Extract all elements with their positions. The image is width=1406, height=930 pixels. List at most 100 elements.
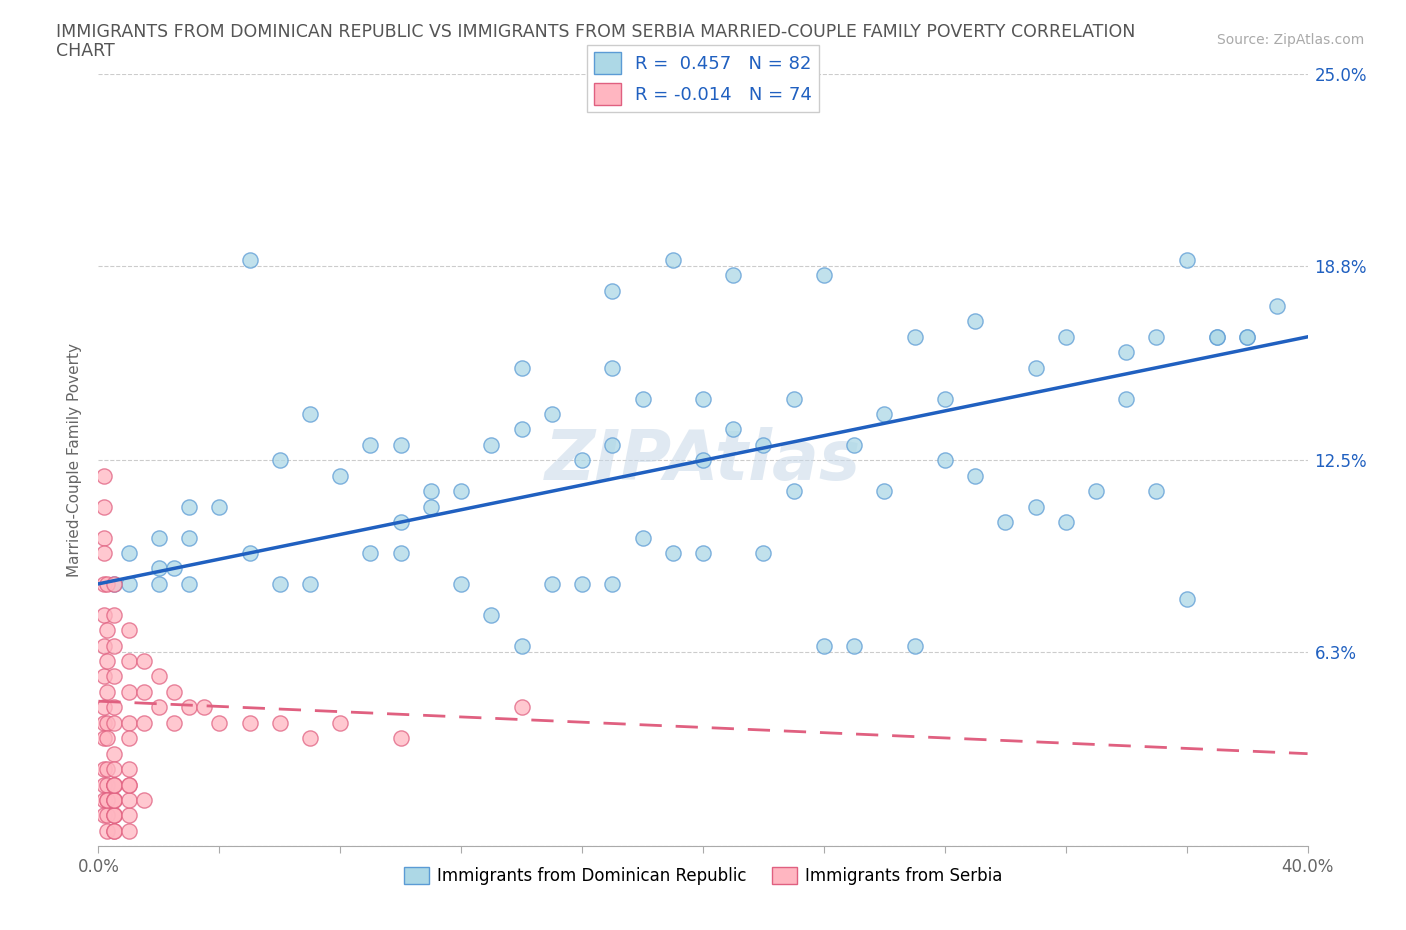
Point (103, 808, 125, 823)
Point (1175, 252, 1198, 267)
Point (723, 268, 745, 283)
Point (96, 684, 118, 699)
Point (132, 684, 155, 699)
Point (148, 561, 170, 576)
Point (1236, 329, 1258, 344)
Point (103, 792, 125, 807)
Point (481, 437, 503, 452)
Point (450, 577, 472, 591)
Point (103, 777, 125, 792)
Point (1054, 329, 1077, 344)
Point (132, 792, 155, 807)
Point (239, 715, 262, 730)
Point (148, 530, 170, 545)
Point (132, 715, 155, 730)
Point (783, 392, 806, 406)
Text: Source: ZipAtlas.com: Source: ZipAtlas.com (1216, 33, 1364, 46)
Point (540, 577, 562, 591)
Point (299, 731, 322, 746)
Point (96, 823, 118, 838)
Point (118, 546, 141, 561)
Point (118, 684, 141, 699)
Point (193, 700, 215, 715)
Point (132, 654, 155, 669)
Point (239, 252, 262, 267)
Point (93, 638, 115, 653)
Point (481, 607, 503, 622)
Point (1115, 392, 1137, 406)
Point (148, 577, 170, 591)
Point (420, 484, 443, 498)
Point (163, 684, 186, 699)
Point (118, 777, 141, 792)
Point (1054, 514, 1077, 529)
Point (813, 638, 835, 653)
Point (450, 484, 472, 498)
Point (103, 577, 125, 591)
Text: CHART: CHART (56, 42, 115, 60)
Point (93, 808, 115, 823)
Point (103, 777, 125, 792)
Point (602, 283, 624, 298)
Point (1115, 345, 1137, 360)
Point (96, 623, 118, 638)
Point (360, 546, 382, 561)
Point (96, 577, 118, 591)
Point (103, 577, 125, 591)
Point (1144, 329, 1167, 344)
Point (661, 546, 683, 561)
Point (118, 808, 141, 823)
Point (96, 808, 118, 823)
Point (844, 437, 866, 452)
Point (93, 777, 115, 792)
Point (360, 437, 382, 452)
Point (873, 484, 896, 498)
Point (1206, 329, 1229, 344)
Point (752, 546, 775, 561)
Point (783, 484, 806, 498)
Point (692, 392, 714, 406)
Point (752, 437, 775, 452)
Point (179, 530, 201, 545)
Point (389, 546, 412, 561)
Point (93, 607, 115, 622)
Point (389, 731, 412, 746)
Point (208, 715, 231, 730)
Point (103, 746, 125, 761)
Point (692, 453, 714, 468)
Point (96, 715, 118, 730)
Point (148, 669, 170, 684)
Point (540, 406, 562, 421)
Point (510, 360, 533, 375)
Point (103, 715, 125, 730)
Point (420, 499, 443, 514)
Point (163, 715, 186, 730)
Y-axis label: Married-Couple Family Poverty: Married-Couple Family Poverty (67, 343, 83, 578)
Point (96, 792, 118, 807)
Point (904, 638, 927, 653)
Point (179, 700, 201, 715)
Point (299, 406, 322, 421)
Point (661, 252, 683, 267)
Point (1206, 329, 1229, 344)
Point (103, 792, 125, 807)
Point (510, 638, 533, 653)
Point (103, 762, 125, 777)
Point (93, 469, 115, 484)
Point (269, 577, 291, 591)
Point (103, 638, 125, 653)
Point (118, 654, 141, 669)
Point (103, 607, 125, 622)
Point (118, 777, 141, 792)
Point (994, 514, 1017, 529)
Point (510, 700, 533, 715)
Point (118, 623, 141, 638)
Point (93, 731, 115, 746)
Point (1144, 484, 1167, 498)
Point (103, 808, 125, 823)
Legend: Immigrants from Dominican Republic, Immigrants from Serbia: Immigrants from Dominican Republic, Immi… (396, 860, 1010, 892)
Point (965, 314, 987, 329)
Point (179, 499, 201, 514)
Point (692, 546, 714, 561)
Point (269, 715, 291, 730)
